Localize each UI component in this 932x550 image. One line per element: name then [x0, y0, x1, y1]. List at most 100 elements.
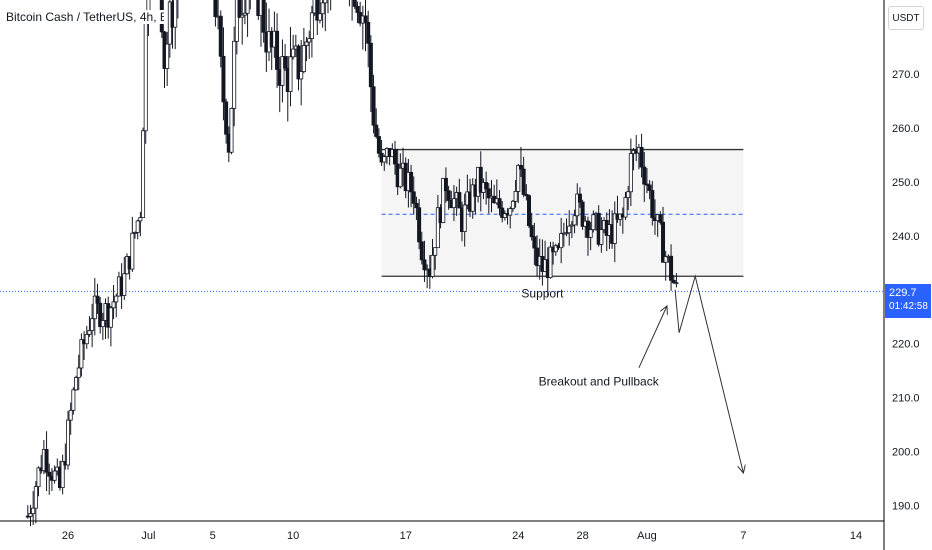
- candle-body: [430, 254, 435, 277]
- candle-body: [647, 184, 652, 191]
- candle-body: [130, 232, 135, 270]
- candle-body: [352, 0, 357, 7]
- candle-body: [521, 168, 526, 195]
- candle-body: [518, 164, 523, 170]
- y-tick-label: 270.0: [892, 69, 920, 81]
- candle-body: [36, 467, 41, 488]
- candle-body: [256, 0, 261, 16]
- candle-body: [596, 212, 601, 245]
- candle-body: [60, 461, 65, 489]
- candle-body: [374, 124, 379, 137]
- candle-body: [623, 197, 628, 218]
- candle-body: [591, 214, 596, 231]
- candle-body: [502, 213, 507, 218]
- last-price-value: 229.7: [889, 287, 917, 299]
- candle-body: [626, 191, 631, 199]
- candle-body: [301, 45, 306, 72]
- candle-body: [513, 191, 518, 202]
- y-tick-label: 210.0: [892, 393, 920, 405]
- x-tick-label: 7: [740, 530, 746, 542]
- candle-body: [470, 184, 475, 212]
- candle-body: [382, 156, 387, 163]
- candle-body: [486, 188, 491, 199]
- candle-body: [28, 513, 33, 517]
- last-price-label: 229.7 01:42:58: [885, 284, 931, 318]
- range-box: [381, 149, 744, 277]
- chart-annotation: Breakout and Pullback: [539, 374, 660, 388]
- candle-body: [663, 256, 668, 263]
- x-tick-label: 24: [512, 530, 524, 542]
- candle-body: [76, 367, 81, 378]
- candle-body: [141, 130, 146, 218]
- candle-body: [74, 377, 79, 391]
- candle-body: [462, 204, 467, 232]
- x-tick-label: 26: [62, 530, 74, 542]
- candle-body: [68, 409, 73, 421]
- candle-body: [644, 183, 649, 186]
- candle-body: [524, 194, 529, 196]
- x-tick-label: Aug: [637, 530, 657, 542]
- candle-body: [441, 177, 446, 224]
- candle-body: [79, 339, 84, 369]
- candle-body: [559, 233, 564, 249]
- candle-body: [580, 201, 585, 227]
- candle-body: [261, 0, 266, 33]
- candle-body: [288, 56, 293, 93]
- candle-body: [366, 21, 371, 44]
- candle-body: [422, 259, 427, 271]
- y-tick-label: 240.0: [892, 231, 920, 243]
- pullback-arrow: [638, 306, 667, 369]
- candle-body: [435, 207, 440, 249]
- candle-body: [409, 171, 414, 193]
- candle-body: [44, 449, 49, 473]
- candle-body: [114, 295, 119, 303]
- candle-body: [451, 198, 456, 209]
- candle-body: [66, 419, 71, 466]
- candle-body: [417, 207, 422, 243]
- candle-body: [527, 195, 532, 226]
- candle-body: [232, 40, 237, 109]
- candle-body: [368, 42, 373, 88]
- candle-body: [411, 191, 416, 204]
- candle-body: [376, 136, 381, 154]
- candle-body: [588, 229, 593, 238]
- currency-button[interactable]: USDT: [888, 6, 924, 30]
- candle-body: [572, 215, 577, 226]
- candle-body: [446, 190, 451, 201]
- candle-body: [213, 0, 218, 18]
- candle-body: [478, 166, 483, 193]
- candle-body: [398, 167, 403, 188]
- x-tick-label: 5: [210, 530, 216, 542]
- candle-body: [87, 330, 92, 335]
- candle-body: [599, 229, 604, 245]
- candle-body: [138, 217, 143, 222]
- candle-body: [315, 0, 320, 21]
- x-tick-label: 28: [576, 530, 588, 542]
- candle-body: [443, 177, 448, 192]
- candle-body: [658, 214, 663, 223]
- candle-body: [309, 12, 314, 39]
- candle-body: [307, 38, 312, 43]
- candle-body: [111, 301, 116, 309]
- candle-body: [433, 247, 438, 256]
- candle-body: [497, 198, 502, 209]
- candle-body: [92, 295, 97, 320]
- candle-body: [457, 192, 462, 209]
- candle-body: [564, 232, 569, 235]
- candle-body: [642, 166, 647, 185]
- candle-body: [224, 101, 229, 135]
- candle-body: [419, 241, 424, 261]
- candle-body: [108, 307, 113, 328]
- y-tick-label: 220.0: [892, 339, 920, 351]
- candle-body: [221, 55, 226, 103]
- candle-body: [275, 30, 280, 70]
- x-tick-label: 14: [850, 530, 862, 542]
- candle-body: [612, 213, 617, 244]
- y-tick-label: 260.0: [892, 123, 920, 135]
- candle-body: [392, 149, 397, 165]
- candle-body: [143, 22, 148, 132]
- candle-body: [47, 471, 52, 477]
- candle-body: [532, 236, 537, 249]
- candle-body: [510, 200, 515, 210]
